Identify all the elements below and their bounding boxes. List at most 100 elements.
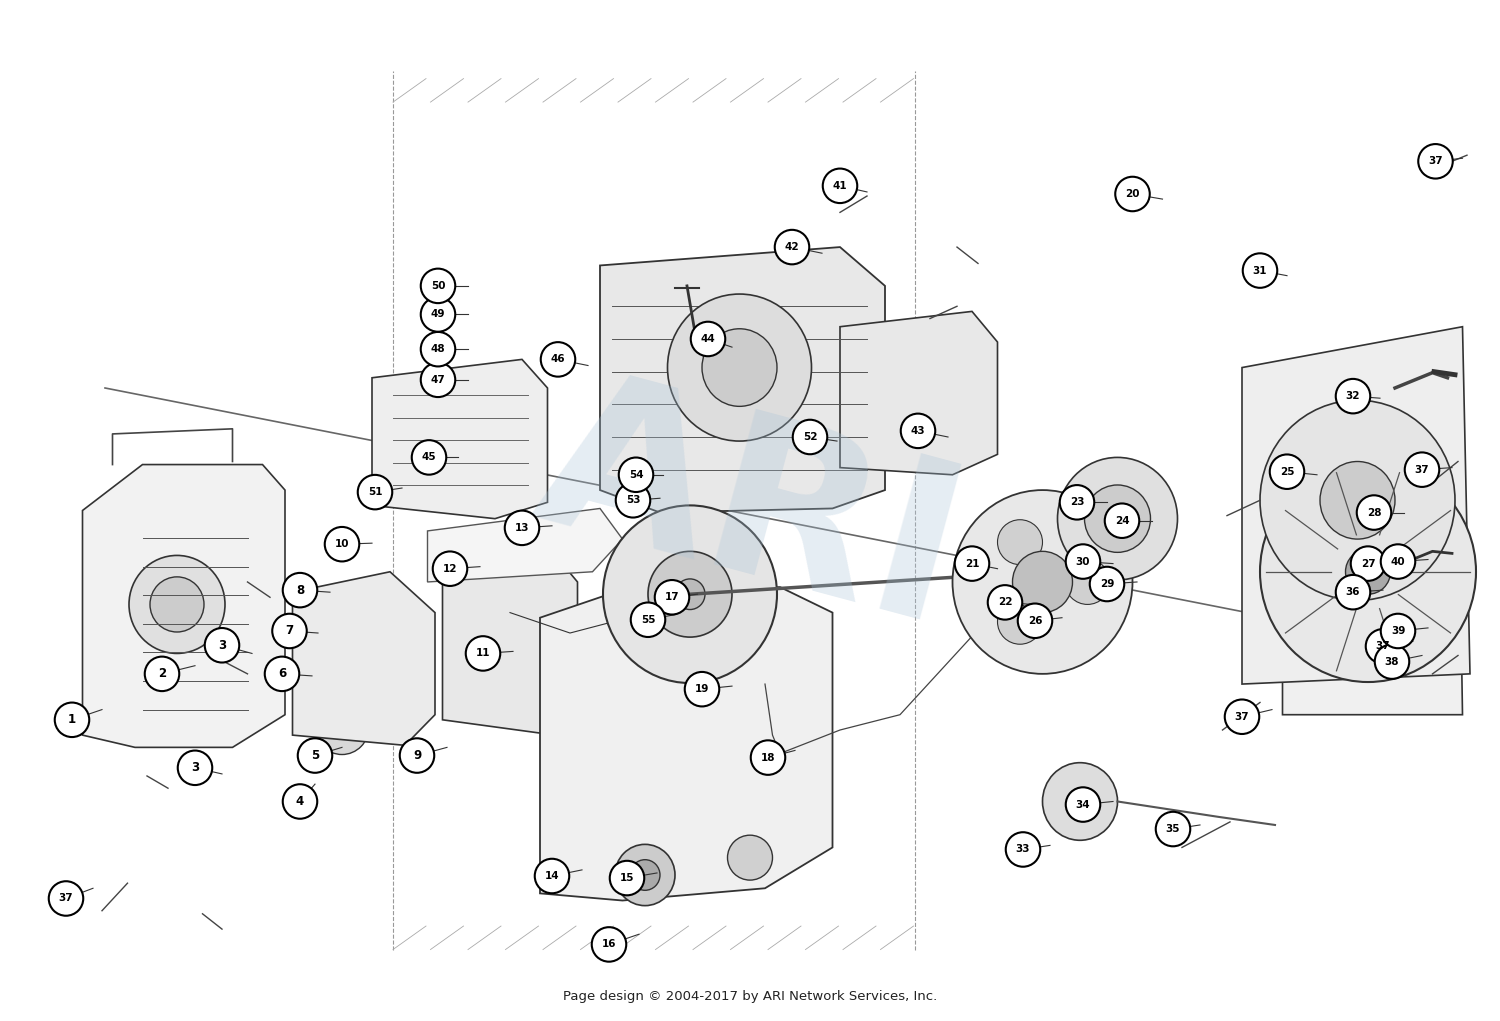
Text: 29: 29 bbox=[1100, 579, 1114, 589]
Ellipse shape bbox=[618, 457, 654, 492]
Ellipse shape bbox=[144, 657, 180, 691]
Text: 43: 43 bbox=[910, 426, 926, 436]
Ellipse shape bbox=[399, 738, 435, 773]
Ellipse shape bbox=[648, 551, 732, 637]
Polygon shape bbox=[442, 551, 578, 733]
Text: 48: 48 bbox=[430, 344, 445, 354]
Polygon shape bbox=[82, 465, 285, 747]
Ellipse shape bbox=[954, 546, 990, 581]
Ellipse shape bbox=[315, 699, 369, 755]
Text: Page design © 2004-2017 by ARI Network Services, Inc.: Page design © 2004-2017 by ARI Network S… bbox=[562, 990, 938, 1003]
Ellipse shape bbox=[1089, 567, 1125, 601]
Text: 33: 33 bbox=[1016, 844, 1031, 855]
Text: 39: 39 bbox=[1390, 626, 1406, 636]
Ellipse shape bbox=[420, 362, 456, 397]
Ellipse shape bbox=[1269, 454, 1304, 489]
Text: 34: 34 bbox=[1076, 799, 1090, 810]
Ellipse shape bbox=[432, 551, 468, 586]
Ellipse shape bbox=[1335, 379, 1371, 414]
Text: 15: 15 bbox=[620, 873, 634, 883]
Text: 30: 30 bbox=[1076, 556, 1090, 567]
Ellipse shape bbox=[1260, 400, 1455, 600]
Ellipse shape bbox=[774, 230, 810, 264]
Ellipse shape bbox=[1042, 763, 1118, 840]
Ellipse shape bbox=[204, 628, 240, 663]
Ellipse shape bbox=[1346, 549, 1390, 594]
Ellipse shape bbox=[684, 672, 720, 707]
Ellipse shape bbox=[1058, 457, 1178, 580]
Text: 8: 8 bbox=[296, 584, 304, 596]
Text: 3: 3 bbox=[190, 762, 200, 774]
Text: 9: 9 bbox=[413, 749, 422, 762]
Ellipse shape bbox=[540, 342, 576, 377]
Ellipse shape bbox=[129, 555, 225, 653]
Ellipse shape bbox=[504, 510, 540, 545]
Text: 6: 6 bbox=[278, 668, 286, 680]
Text: 37: 37 bbox=[1414, 465, 1430, 475]
Text: 54: 54 bbox=[628, 470, 644, 480]
Ellipse shape bbox=[668, 294, 812, 441]
Text: 55: 55 bbox=[640, 615, 656, 625]
Ellipse shape bbox=[54, 702, 90, 737]
Ellipse shape bbox=[1104, 503, 1140, 538]
Ellipse shape bbox=[615, 844, 675, 906]
Text: 2: 2 bbox=[158, 668, 166, 680]
Ellipse shape bbox=[1380, 544, 1416, 579]
Text: 41: 41 bbox=[833, 181, 848, 191]
Ellipse shape bbox=[998, 599, 1042, 644]
Ellipse shape bbox=[297, 738, 333, 773]
Ellipse shape bbox=[411, 440, 446, 475]
Text: 11: 11 bbox=[476, 648, 490, 659]
Text: 45: 45 bbox=[422, 452, 436, 463]
Ellipse shape bbox=[1419, 144, 1452, 179]
Ellipse shape bbox=[654, 580, 688, 615]
Ellipse shape bbox=[630, 602, 666, 637]
Text: 10: 10 bbox=[334, 539, 350, 549]
Text: 3: 3 bbox=[217, 639, 226, 651]
Polygon shape bbox=[427, 508, 622, 582]
Text: 19: 19 bbox=[694, 684, 709, 694]
Ellipse shape bbox=[603, 505, 777, 683]
Ellipse shape bbox=[357, 475, 393, 509]
Text: 17: 17 bbox=[664, 592, 680, 602]
Ellipse shape bbox=[591, 927, 627, 962]
Text: 27: 27 bbox=[1360, 558, 1376, 569]
Ellipse shape bbox=[1065, 787, 1100, 822]
Text: 13: 13 bbox=[514, 523, 529, 533]
Polygon shape bbox=[600, 247, 885, 513]
Text: 31: 31 bbox=[1252, 265, 1268, 276]
Polygon shape bbox=[292, 572, 435, 745]
Text: 25: 25 bbox=[1280, 467, 1294, 477]
Ellipse shape bbox=[1084, 485, 1150, 552]
Ellipse shape bbox=[324, 527, 360, 562]
Text: 38: 38 bbox=[1384, 657, 1400, 667]
Ellipse shape bbox=[952, 490, 1132, 674]
Ellipse shape bbox=[534, 859, 570, 893]
Ellipse shape bbox=[1365, 629, 1401, 664]
Ellipse shape bbox=[1356, 495, 1392, 530]
Ellipse shape bbox=[1380, 614, 1416, 648]
Ellipse shape bbox=[1114, 177, 1149, 211]
Ellipse shape bbox=[702, 329, 777, 406]
Ellipse shape bbox=[1224, 699, 1260, 734]
Ellipse shape bbox=[1065, 560, 1110, 604]
Ellipse shape bbox=[998, 520, 1042, 565]
Text: 47: 47 bbox=[430, 375, 445, 385]
Ellipse shape bbox=[420, 332, 456, 367]
Ellipse shape bbox=[1007, 832, 1041, 867]
Text: 42: 42 bbox=[784, 242, 800, 252]
Text: 21: 21 bbox=[964, 558, 980, 569]
Ellipse shape bbox=[1260, 461, 1476, 682]
Ellipse shape bbox=[420, 297, 456, 332]
Text: 32: 32 bbox=[1346, 391, 1360, 401]
Text: 1: 1 bbox=[68, 714, 76, 726]
Ellipse shape bbox=[1059, 485, 1094, 520]
Ellipse shape bbox=[420, 269, 456, 303]
Polygon shape bbox=[1282, 429, 1462, 715]
Ellipse shape bbox=[273, 614, 306, 648]
Ellipse shape bbox=[1065, 544, 1100, 579]
Text: 35: 35 bbox=[1166, 824, 1180, 834]
Text: 51: 51 bbox=[368, 487, 382, 497]
Ellipse shape bbox=[900, 414, 936, 448]
Text: 7: 7 bbox=[285, 625, 294, 637]
